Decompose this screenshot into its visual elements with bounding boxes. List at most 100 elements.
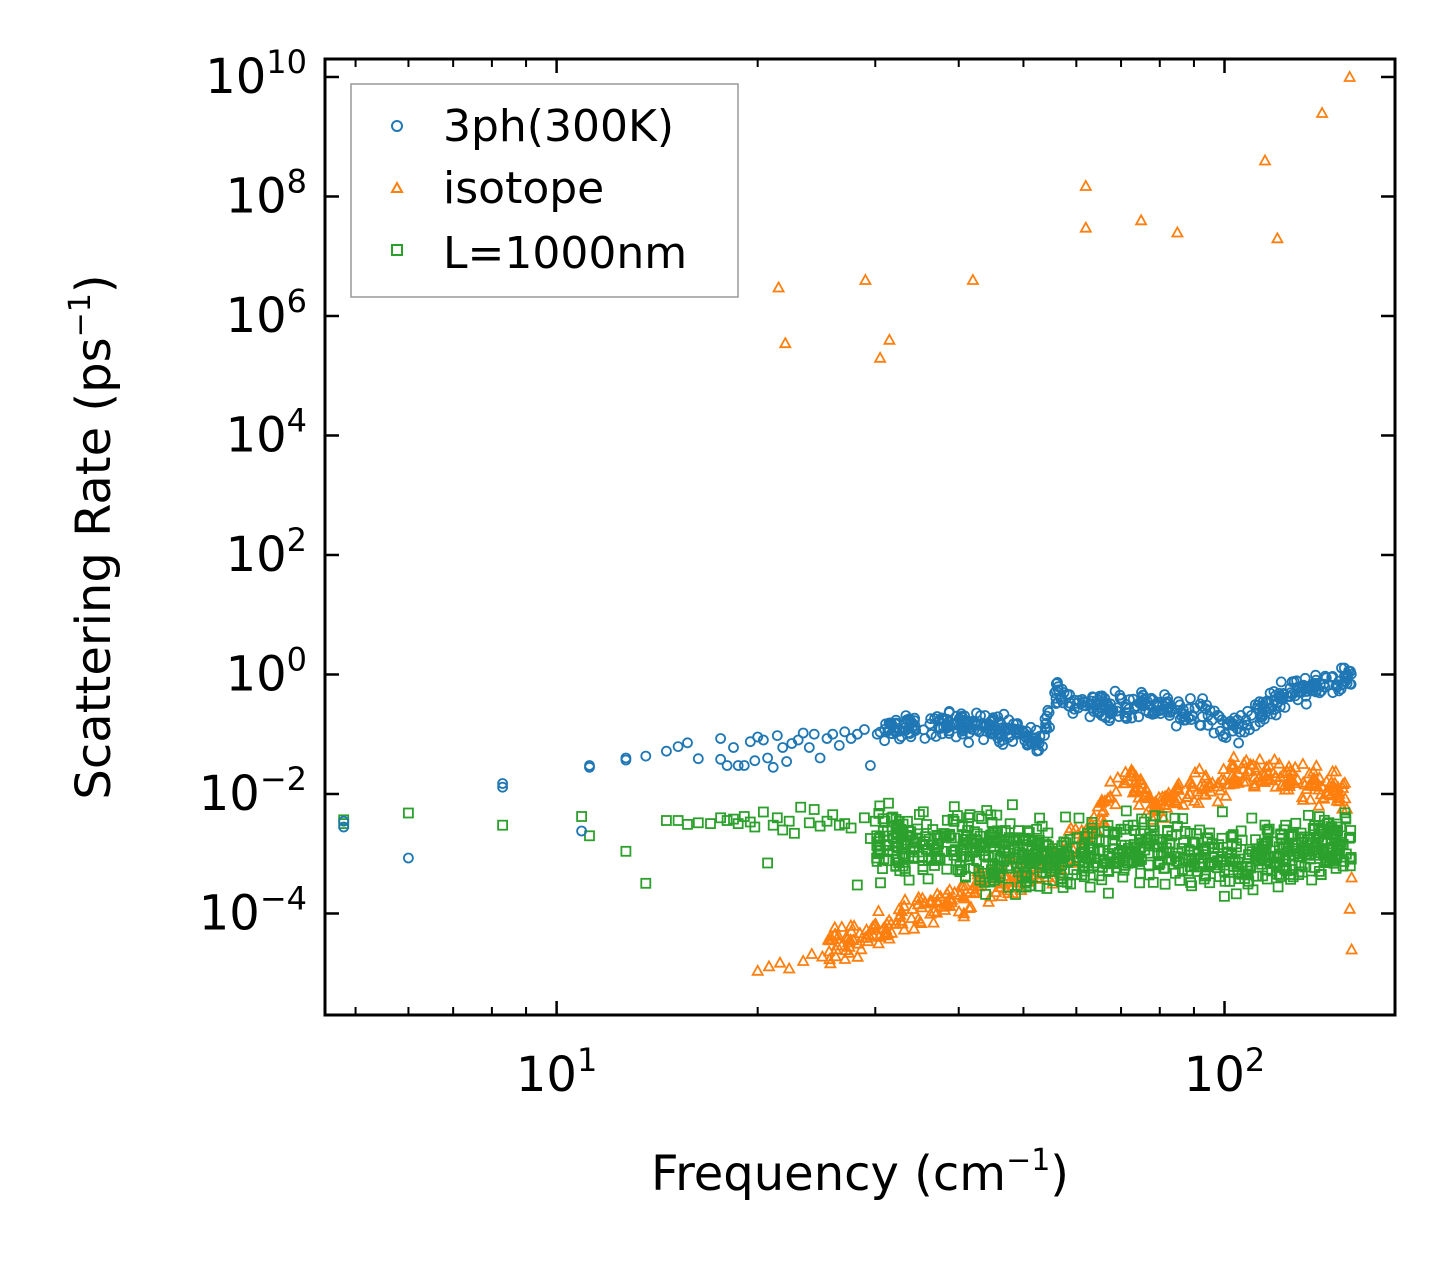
data-point [906,722,918,734]
data-point [1333,685,1345,697]
data-point [497,781,509,793]
data-point [882,332,896,345]
data-point [1331,679,1343,691]
data-point [1303,792,1317,805]
data-point [1103,887,1114,899]
data-point [873,844,884,856]
data-point [1056,683,1068,695]
data-point [991,809,1003,821]
data-point [1321,787,1335,799]
data-point [1129,769,1143,782]
data-point [767,761,779,773]
data-point [1283,773,1298,786]
data-point [1129,825,1141,836]
data-point [1286,676,1298,688]
data-point [1313,831,1325,842]
data-point [1084,843,1095,854]
data-point [1087,828,1099,839]
data-point [1030,839,1042,851]
data-point [1010,889,1021,900]
data-point [1087,869,1099,881]
data-point [1033,859,1045,870]
data-point [1159,697,1171,708]
data-point [1328,776,1342,788]
data-point [983,851,994,863]
data-point [1336,662,1347,674]
data-point [1211,776,1225,789]
data-point [873,350,887,363]
data-point [1086,822,1098,834]
data-point [874,800,886,812]
data-point [1120,805,1132,817]
data-point [1087,809,1101,822]
data-point [1208,859,1220,871]
data-point [1258,153,1272,166]
data-point [1109,797,1123,810]
data-point [1295,790,1309,803]
data-point [1043,840,1054,852]
data-point [1296,687,1307,698]
data-point [1336,777,1350,789]
data-point [732,818,744,829]
data-point [1340,673,1352,685]
data-point [497,819,509,831]
data-point [803,742,815,753]
data-point [1306,685,1317,697]
data-point [805,947,819,959]
data-point [904,911,919,923]
data-point [1214,871,1225,882]
data-point [1015,881,1027,893]
data-point [1222,719,1234,730]
data-point [795,801,807,813]
data-point [1338,776,1352,788]
data-point [898,843,909,855]
data-point [971,707,982,719]
y-axis-title-text: Scattering Rate (ps [66,337,122,799]
data-point [661,815,672,826]
data-point [1275,676,1287,688]
data-point [1313,866,1325,877]
y-tick-label: 108 [226,162,307,224]
data-point [1261,766,1275,779]
data-point [1307,823,1319,834]
data-point [1299,831,1310,843]
data-point [897,922,911,935]
data-point [858,273,872,285]
data-point [1272,881,1284,893]
data-point [1183,775,1197,788]
data-point [1250,834,1261,846]
data-point [1133,711,1145,723]
data-point [1173,696,1184,708]
data-point [715,812,726,824]
data-point [773,955,787,968]
data-point [1033,745,1045,756]
data-point [1279,862,1291,873]
data-point [865,833,876,844]
data-point [833,819,845,831]
data-point [1079,831,1091,842]
data-point [1073,855,1085,866]
data-point [943,830,955,842]
data-point [1270,709,1282,721]
data-point [1094,690,1106,702]
data-point [956,820,968,831]
data-point [956,720,967,732]
data-point [584,830,595,842]
data-point [1243,757,1257,770]
data-point [797,727,809,739]
data-point [1343,901,1357,914]
data-point [957,889,971,902]
data-point [1196,711,1208,723]
plot-frame [323,57,1397,1017]
data-point [1071,832,1083,844]
data-point [1077,699,1089,711]
data-point [692,753,704,765]
data-point [900,865,911,877]
data-point [871,856,883,867]
data-point [777,824,789,836]
data-point [1183,787,1197,800]
data-point [1094,706,1106,718]
data-point [1345,831,1356,843]
data-point [1225,757,1239,770]
y-axis-title: Scattering Rate (ps−1) [63,274,122,799]
